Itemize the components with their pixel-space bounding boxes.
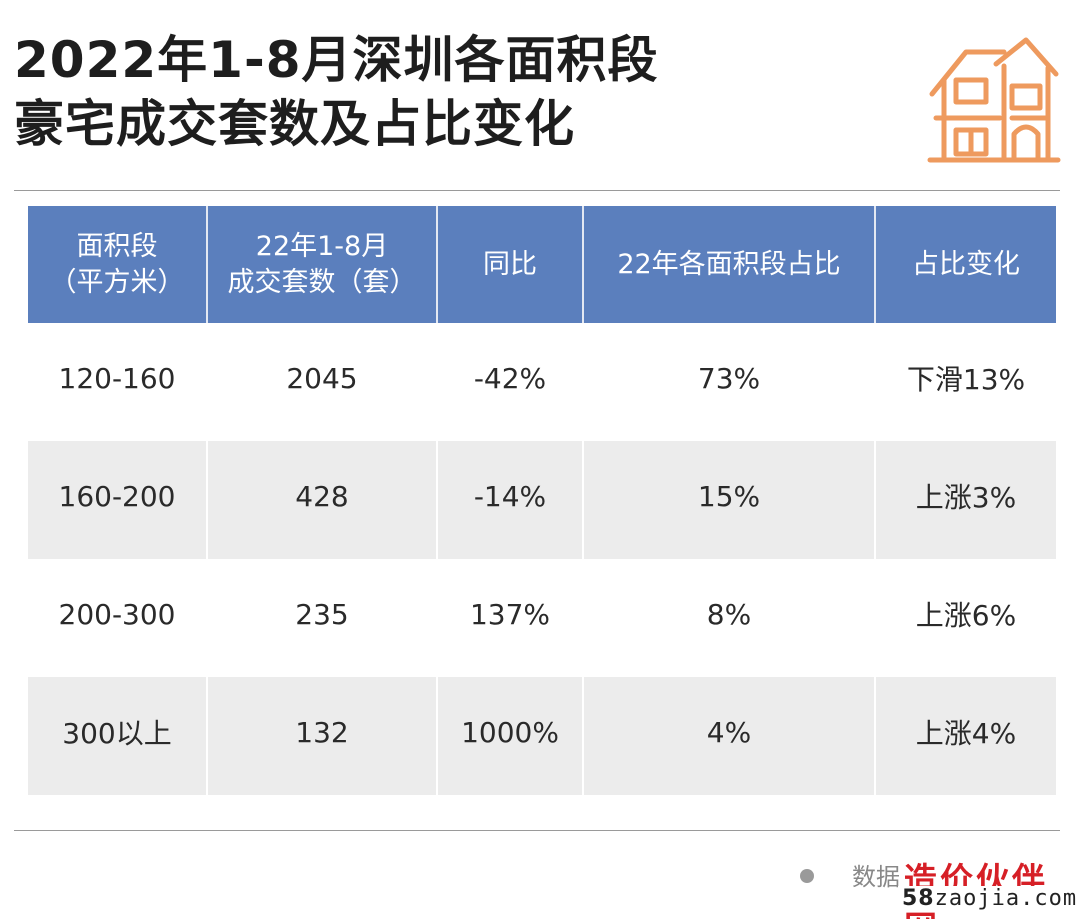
page-title: 2022年1-8月深圳各面积段 豪宅成交套数及占比变化 [14,28,874,156]
house-icon [927,37,1061,163]
source-label: 数据 [852,863,900,891]
header-deal-count: 22年1-8月 成交套数（套） [208,206,438,323]
cell-share-change: 上涨6% [915,599,1017,632]
header-area-range: 面积段 （平方米） [28,206,208,323]
cell-yoy: 137% [438,559,584,677]
cell-area-range: 200-300 [28,559,208,677]
cell-area-range: 160-200 [28,441,208,559]
table-header-row: 面积段 （平方米） 22年1-8月 成交套数（套） 同比 22年各面积段占比 占… [28,206,1056,323]
title-line-2: 豪宅成交套数及占比变化 [14,95,575,153]
cell-share: 15% [584,441,876,559]
table-row: 120-160 2045 -42% 73% 下滑13% [28,323,1056,441]
cell-yoy: -42% [438,323,584,441]
title-line-1: 2022年1-8月深圳各面积段 [14,31,659,89]
cell-area-range: 300以上 [28,677,208,795]
cell-deal-count: 132 [208,677,438,795]
watermark-url: 58zaojia.com [898,886,1080,911]
bottom-divider [14,830,1060,831]
header-share: 22年各面积段占比 [584,206,876,323]
cell-share: 8% [584,559,876,677]
top-divider [14,190,1060,191]
cell-deal-count: 235 [208,559,438,677]
cell-share: 73% [584,323,876,441]
header-yoy: 同比 [438,206,584,323]
cell-share: 4% [584,677,876,795]
cell-deal-count: 428 [208,441,438,559]
table-row: 300以上 132 1000% 4% 上涨4% [28,677,1056,795]
bullet-icon [800,869,814,883]
table-row: 200-300 235 137% 8% 上涨6% [28,559,1056,677]
data-table: 面积段 （平方米） 22年1-8月 成交套数（套） 同比 22年各面积段占比 占… [28,206,1056,795]
cell-share-change: 下滑13% [906,363,1026,396]
cell-area-range: 120-160 [28,323,208,441]
cell-share-change: 上涨3% [915,481,1017,514]
header-share-change: 占比变化 [912,248,1020,280]
table-row: 160-200 428 -14% 15% 上涨3% [28,441,1056,559]
cell-yoy: -14% [438,441,584,559]
cell-yoy: 1000% [438,677,584,795]
cell-share-change: 上涨4% [915,717,1017,750]
cell-deal-count: 2045 [208,323,438,441]
